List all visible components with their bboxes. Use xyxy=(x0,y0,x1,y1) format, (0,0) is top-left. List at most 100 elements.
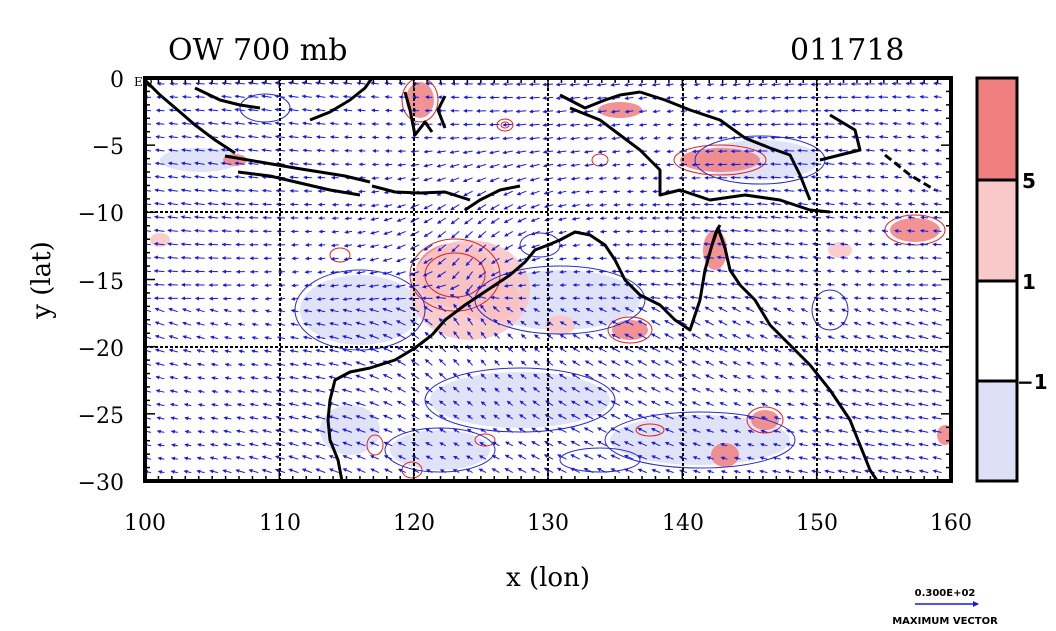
wind-vector xyxy=(676,268,688,273)
wind-vector xyxy=(907,148,915,153)
wind-vector xyxy=(490,217,500,224)
wind-vector xyxy=(265,309,272,314)
wind-vector xyxy=(852,188,862,193)
wind-vector xyxy=(706,82,714,87)
wind-vector xyxy=(357,135,366,140)
wind-vector xyxy=(304,283,312,288)
wind-vector xyxy=(867,242,875,247)
wind-vector xyxy=(181,134,192,139)
wind-vector xyxy=(223,322,232,327)
wind-vector xyxy=(544,230,554,235)
wind-vector xyxy=(329,121,339,126)
wind-vector xyxy=(853,308,862,313)
wind-vector xyxy=(437,231,447,238)
wind-vector xyxy=(666,135,674,140)
wind-vector xyxy=(437,304,447,313)
wind-vector xyxy=(343,257,353,261)
wind-vector xyxy=(181,308,192,313)
wind-vector xyxy=(666,109,674,114)
wind-vector xyxy=(757,95,768,100)
wind-vector xyxy=(745,82,755,87)
wind-vector xyxy=(611,123,621,127)
wind-vector xyxy=(465,257,473,267)
wind-vector xyxy=(718,320,728,326)
wind-vector xyxy=(770,215,781,220)
wind-vector xyxy=(920,135,929,140)
wind-vector xyxy=(797,201,808,206)
wind-vector xyxy=(837,161,848,166)
wind-vector xyxy=(397,162,406,167)
wind-vector xyxy=(893,255,902,260)
wind-vector xyxy=(850,108,862,113)
wind-vector xyxy=(757,268,768,273)
wind-vector xyxy=(638,109,647,114)
wind-vector xyxy=(145,135,152,140)
wind-vector xyxy=(800,321,808,326)
wind-vector xyxy=(180,215,192,220)
wind-vector xyxy=(745,320,755,326)
wind-vector xyxy=(596,109,607,114)
wind-vector xyxy=(879,308,889,313)
wind-vector xyxy=(274,94,286,99)
wind-vector xyxy=(247,161,259,166)
wind-vector xyxy=(731,122,741,127)
wind-vector xyxy=(515,122,527,127)
wind-vector xyxy=(626,176,634,181)
wind-vector xyxy=(705,109,714,114)
wind-vector xyxy=(517,257,527,262)
wind-vector xyxy=(689,295,701,300)
wind-vector xyxy=(302,134,312,139)
wind-vector xyxy=(716,295,728,300)
wind-vector xyxy=(315,121,326,126)
wind-vector xyxy=(569,96,580,101)
wind-vector xyxy=(637,320,648,326)
wind-vector xyxy=(572,308,581,313)
wind-vector xyxy=(825,201,835,206)
wind-vector xyxy=(288,148,299,153)
wind-vector xyxy=(572,321,581,326)
wind-vector xyxy=(558,243,567,248)
wind-vector xyxy=(906,228,915,233)
wind-vector xyxy=(153,242,165,246)
wind-vector xyxy=(770,241,781,246)
wind-vector xyxy=(288,121,299,126)
wind-vector xyxy=(542,109,554,114)
wind-vector xyxy=(490,204,500,210)
wind-vector xyxy=(853,228,862,233)
wind-vector xyxy=(436,271,447,278)
x-axis-label: x (lon) xyxy=(506,563,590,593)
wind-vector xyxy=(866,308,875,313)
wind-vector xyxy=(841,282,848,287)
wind-vector xyxy=(906,121,915,126)
wind-vector xyxy=(234,94,245,99)
wind-vector xyxy=(907,161,915,166)
wind-vector xyxy=(839,242,848,247)
wind-vector xyxy=(330,243,339,248)
wind-vector xyxy=(704,149,714,154)
wind-vector xyxy=(437,257,447,265)
wind-vector xyxy=(693,82,701,87)
wind-vector xyxy=(303,175,312,180)
wind-vector xyxy=(493,318,500,326)
wind-vector xyxy=(209,322,219,326)
wind-vector xyxy=(368,284,379,289)
wind-vector xyxy=(756,188,768,193)
wind-vector xyxy=(689,255,701,260)
wind-vector xyxy=(798,255,808,260)
wind-vector xyxy=(288,134,299,139)
wind-vector xyxy=(489,150,500,155)
wind-vector xyxy=(396,230,406,236)
wind-vector xyxy=(718,109,728,114)
x-tick-110: 110 xyxy=(259,511,301,536)
wind-vector xyxy=(515,109,527,114)
wind-vector xyxy=(370,203,379,208)
wind-vector xyxy=(451,244,460,253)
wind-vector xyxy=(180,174,192,179)
wind-vector xyxy=(168,134,178,139)
wind-vector xyxy=(691,149,701,154)
wind-vector xyxy=(920,202,929,207)
wind-vector xyxy=(571,203,580,208)
wind-vector xyxy=(168,321,178,326)
wind-vector xyxy=(693,95,701,100)
wind-vector xyxy=(743,202,755,207)
